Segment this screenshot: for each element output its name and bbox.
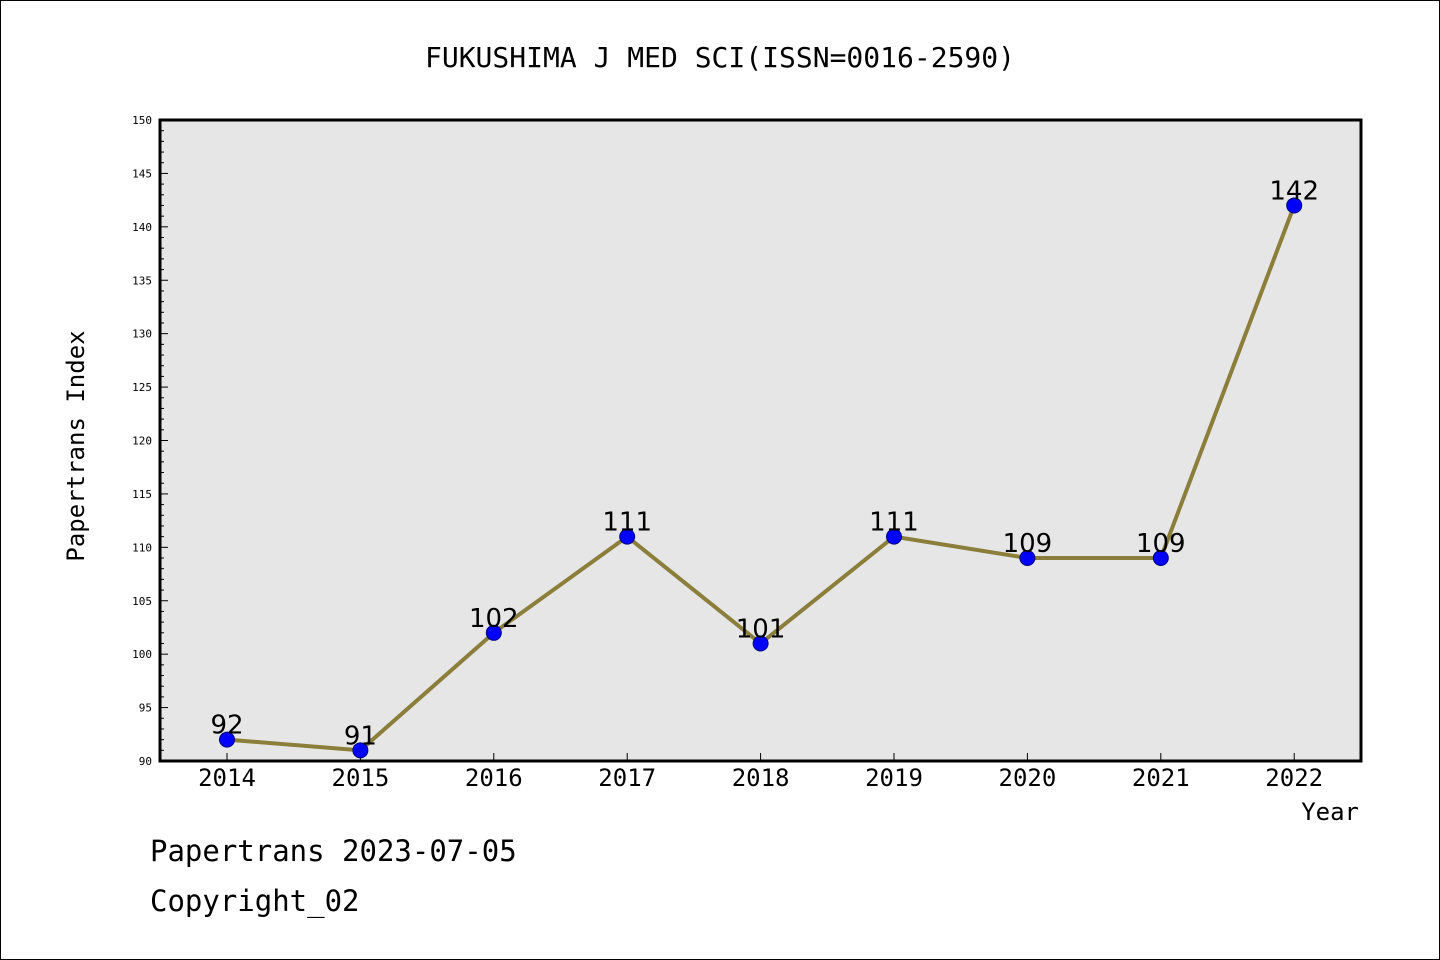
y-tick-label: 130 <box>132 328 152 341</box>
y-tick-label: 100 <box>132 648 152 661</box>
chart-title: FUKUSHIMA J MED SCI(ISSN=0016-2590) <box>425 41 1015 74</box>
x-tick-label: 2016 <box>465 764 523 792</box>
data-label: 142 <box>1269 176 1319 206</box>
x-tick-label: 2020 <box>999 764 1057 792</box>
data-point-marker <box>886 528 902 545</box>
data-point-marker <box>1019 550 1036 567</box>
data-label: 92 <box>210 711 243 741</box>
y-axis-tick-labels: 90 95 100 105 110 115 120 125 130 135 140 145 150 <box>132 114 152 768</box>
y-tick-label: 95 <box>139 702 152 715</box>
x-axis-ticks <box>226 753 1295 761</box>
y-tick-label: 120 <box>132 435 152 448</box>
data-label: 109 <box>1136 529 1186 559</box>
x-tick-label: 2014 <box>198 764 256 792</box>
x-tick-label: 2019 <box>865 764 923 792</box>
footer-date-text: Papertrans 2023-07-05 <box>150 834 517 868</box>
data-label: 102 <box>469 604 519 634</box>
y-tick-label: 105 <box>132 595 152 608</box>
data-labels: 92 91 102 111 101 111 109 109 142 <box>210 176 1319 751</box>
series-markers <box>219 197 1303 759</box>
x-tick-label: 2021 <box>1132 764 1190 792</box>
data-point-marker <box>219 731 235 748</box>
y-axis-label: Papertrans Index <box>62 330 90 561</box>
y-tick-label: 125 <box>132 381 152 394</box>
x-tick-label: 2017 <box>598 764 656 792</box>
data-label: 111 <box>602 508 652 538</box>
footer-copyright-text: Copyright_02 <box>150 884 360 918</box>
y-tick-label: 135 <box>132 274 152 287</box>
plot-area <box>158 118 1363 763</box>
data-point-marker <box>752 635 769 652</box>
y-tick-label: 110 <box>132 541 152 554</box>
y-axis-ticks <box>160 119 168 762</box>
x-tick-label: 2018 <box>732 764 790 792</box>
x-tick-label: 2015 <box>332 764 390 792</box>
y-tick-label: 90 <box>139 755 152 768</box>
y-tick-label: 115 <box>132 488 152 501</box>
data-point-marker <box>352 742 369 759</box>
x-axis-label: Year <box>1301 798 1359 826</box>
data-label: 109 <box>1003 529 1053 559</box>
y-tick-label: 150 <box>132 114 152 127</box>
y-tick-label: 145 <box>132 167 152 180</box>
data-point-marker <box>485 624 502 641</box>
data-label: 111 <box>869 508 919 538</box>
data-label: 101 <box>736 614 786 644</box>
y-tick-label: 140 <box>132 221 152 234</box>
data-point-marker <box>1286 197 1303 214</box>
data-point-marker <box>1152 550 1169 567</box>
x-axis-tick-labels: 2014 2015 2016 2017 2018 2019 2020 2021 2022 <box>198 764 1323 792</box>
data-point-marker <box>619 528 636 545</box>
data-label: 91 <box>344 721 377 751</box>
x-tick-label: 2022 <box>1265 764 1323 792</box>
